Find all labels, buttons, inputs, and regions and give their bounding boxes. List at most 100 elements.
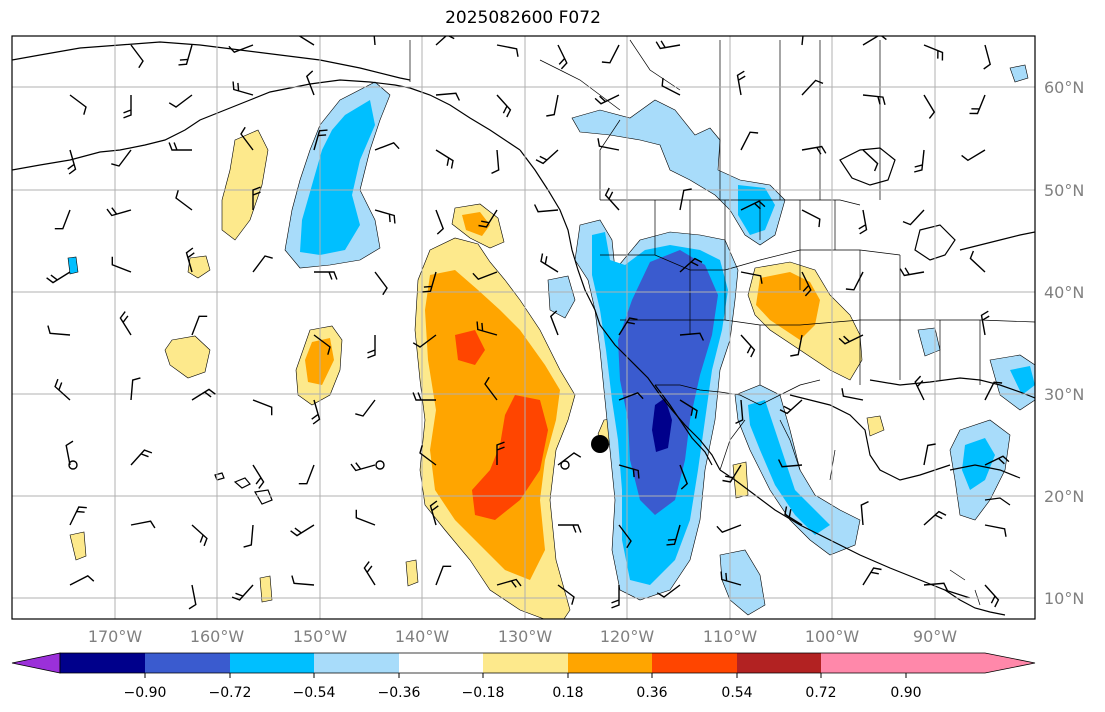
- wind-barb: [984, 455, 1010, 466]
- wind-barb: [496, 44, 519, 57]
- wind-barb: [435, 92, 461, 101]
- wind-barbs: [46, 36, 1010, 610]
- wind-barb: [252, 186, 261, 210]
- wind-barb: [858, 209, 868, 235]
- wind-barb: [422, 271, 437, 293]
- colorbar-tick-label: 0.36: [636, 685, 667, 701]
- wind-barb: [298, 464, 315, 485]
- wind-barb: [130, 377, 141, 401]
- wind-barb: [367, 335, 376, 359]
- wind-barb: [69, 506, 87, 526]
- wind-barb: [601, 44, 620, 64]
- wind-barb: [119, 311, 132, 336]
- wind-barb: [923, 94, 936, 119]
- wind-barb: [923, 44, 944, 61]
- wind-barb: [535, 149, 559, 165]
- wind-barb: [252, 464, 265, 489]
- negative-anomaly-east-mid: [1010, 366, 1035, 395]
- wind-barb: [720, 571, 742, 586]
- wind-barb: [923, 443, 936, 466]
- wind-barb: [801, 145, 827, 155]
- wind-barb: [740, 334, 756, 358]
- wind-barb: [243, 524, 254, 548]
- lat-label-30: 30°N: [1044, 385, 1084, 404]
- wind-barb: [790, 334, 803, 357]
- negative-anomaly-gulfmex-mid: [748, 400, 830, 535]
- colorbar-segment: [230, 653, 315, 673]
- wind-barb: [106, 207, 132, 217]
- positive-anomaly-small-7: [259, 575, 273, 603]
- wind-barb: [549, 310, 559, 336]
- negative-anomaly-small: [1009, 64, 1029, 83]
- colorbar-tick-label: −0.90: [124, 685, 167, 701]
- wind-barb: [291, 575, 315, 586]
- colorbar-extend-high: [906, 653, 1035, 673]
- wind-barb: [429, 500, 439, 526]
- calm-circle: [68, 460, 78, 470]
- wind-barb: [611, 585, 620, 609]
- wind-barb: [419, 445, 437, 466]
- wind-barb: [594, 94, 620, 105]
- wind-barb: [313, 129, 328, 151]
- colorbar-tick-label: 0.72: [805, 685, 836, 701]
- wind-barb: [740, 200, 766, 211]
- calm-circle: [560, 460, 570, 470]
- wind-barb: [314, 271, 338, 280]
- wind-barb: [111, 149, 132, 167]
- lon-label-90w: 90°W: [913, 627, 957, 646]
- wind-barb: [175, 190, 193, 211]
- wind-barb: [914, 149, 925, 173]
- wind-barb: [472, 271, 498, 281]
- positive-anomaly-small-6: [405, 559, 419, 587]
- lat-label-40: 40°N: [1044, 283, 1084, 302]
- wind-barb: [779, 399, 803, 415]
- negative-anomaly-pacific-s: [719, 549, 766, 616]
- wind-barb: [735, 399, 744, 425]
- wind-barb: [902, 209, 925, 226]
- wind-barb: [860, 500, 869, 526]
- map-frame: [11, 35, 1036, 620]
- border-layer: [409, 39, 1035, 606]
- coastline-layer: [12, 41, 1035, 616]
- wind-barb: [679, 188, 692, 211]
- wind-barb: [496, 441, 505, 465]
- wind-barb: [191, 524, 208, 547]
- wind-barb: [597, 138, 620, 151]
- wind-barb: [540, 253, 559, 273]
- colorbar-segment: [399, 653, 484, 673]
- wind-barb: [123, 95, 132, 119]
- wind-barb: [350, 462, 376, 472]
- wind-barb: [679, 464, 689, 490]
- wind-barb: [961, 149, 986, 162]
- wind-barb: [54, 209, 71, 230]
- lon-label-140w: 140°W: [395, 627, 450, 646]
- wind-barb: [666, 524, 681, 546]
- map-title: 2025082600 F072: [445, 8, 601, 28]
- wind-barb: [740, 271, 763, 284]
- lon-label-120w: 120°W: [600, 627, 655, 646]
- wind-barb: [899, 267, 925, 277]
- wind-barb: [374, 271, 388, 296]
- wind-barb: [435, 209, 445, 235]
- wind-barb: [168, 94, 193, 108]
- wind-barb: [716, 524, 742, 534]
- colorbar-tick-label: 0.90: [890, 685, 921, 701]
- wind-barb: [914, 375, 925, 401]
- wind-barb: [305, 70, 315, 96]
- wind-barb: [484, 376, 498, 401]
- wind-barb: [412, 334, 437, 348]
- wind-barb: [862, 36, 887, 46]
- colorbar-outline: [59, 652, 1036, 674]
- lon-label-130w: 130°W: [498, 627, 553, 646]
- negative-anomaly-gulf-mid: [300, 100, 375, 255]
- wind-barb: [618, 524, 632, 549]
- negative-anomaly-canada: [571, 99, 786, 246]
- colorbar-segment: [737, 653, 822, 673]
- wind-barb: [618, 464, 640, 479]
- positive-anomaly-small-5: [866, 415, 885, 437]
- wind-barb: [661, 77, 681, 96]
- wind-barb: [240, 126, 254, 151]
- positive-anomaly-hawaii-n: [164, 335, 211, 379]
- wind-barb: [969, 250, 986, 273]
